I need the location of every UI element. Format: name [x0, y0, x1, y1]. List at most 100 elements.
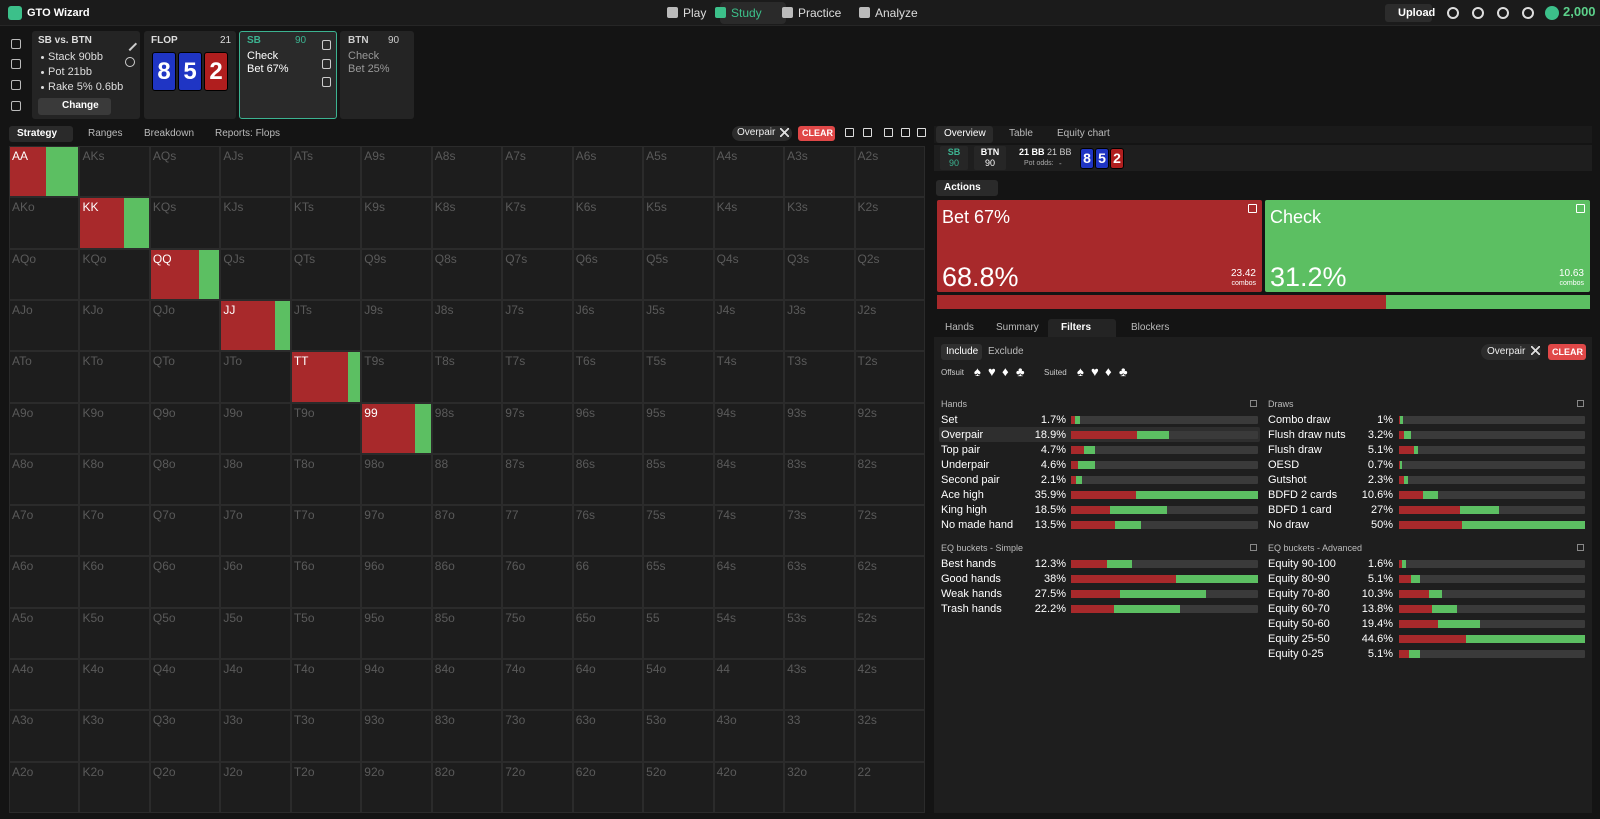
hand-cell[interactable]: [79, 505, 150, 557]
hand-cell[interactable]: [9, 402, 80, 454]
tool-icon[interactable]: [11, 59, 21, 69]
hand-cell[interactable]: [220, 453, 291, 506]
row-name[interactable]: BDFD 1 card: [1268, 504, 1332, 516]
hand-cell[interactable]: [290, 659, 362, 711]
row-name[interactable]: Set: [941, 414, 958, 426]
hand-cell[interactable]: [784, 453, 855, 506]
hand-cell[interactable]: [9, 146, 80, 198]
hand-cell[interactable]: [713, 505, 785, 557]
hand-cell[interactable]: [854, 710, 925, 762]
hand-cell[interactable]: [431, 146, 503, 198]
hand-cell[interactable]: [149, 761, 221, 813]
detail-tab[interactable]: Blockers: [1131, 322, 1170, 333]
hand-cell[interactable]: [784, 248, 855, 300]
hand-cell[interactable]: [431, 197, 503, 249]
hand-cell[interactable]: [502, 402, 573, 454]
hand-cell[interactable]: [361, 248, 432, 300]
node-icon[interactable]: [322, 59, 331, 69]
hand-cell[interactable]: [784, 505, 855, 557]
hand-cell[interactable]: [713, 248, 785, 300]
hand-cell[interactable]: [149, 248, 221, 300]
hand-cell[interactable]: [431, 505, 503, 557]
hand-cell[interactable]: [502, 607, 573, 660]
row-name[interactable]: Ace high: [941, 489, 984, 501]
detail-tab[interactable]: Summary: [996, 322, 1039, 333]
header-icon[interactable]: [1472, 7, 1484, 19]
hand-cell[interactable]: [79, 146, 150, 198]
change-btn[interactable]: [38, 98, 111, 115]
hand-cell[interactable]: [149, 453, 221, 506]
hand-cell[interactable]: [361, 299, 432, 352]
nav-item[interactable]: Play: [683, 6, 707, 20]
suit-suited[interactable]: ♥: [1091, 364, 1098, 379]
hand-cell[interactable]: [290, 197, 362, 249]
hand-cell[interactable]: [149, 351, 221, 403]
hand-cell[interactable]: [854, 453, 925, 506]
row-name[interactable]: Weak hands: [941, 588, 1002, 600]
hand-cell[interactable]: [220, 761, 291, 813]
hand-cell[interactable]: [431, 299, 503, 352]
hand-cell[interactable]: [79, 710, 150, 762]
hand-cell[interactable]: [431, 248, 503, 300]
hand-cell[interactable]: [713, 402, 785, 454]
view-icon[interactable]: [884, 128, 893, 137]
suit-offsuit[interactable]: ♣: [1016, 364, 1025, 379]
hand-cell[interactable]: [9, 710, 80, 762]
hand-cell[interactable]: [572, 607, 644, 660]
hand-cell[interactable]: [431, 659, 503, 711]
hand-cell[interactable]: [361, 402, 432, 454]
hand-cell[interactable]: [572, 402, 644, 454]
hand-cell[interactable]: [784, 556, 855, 608]
header-icon[interactable]: [1447, 7, 1459, 19]
hand-cell[interactable]: [9, 351, 80, 403]
hand-cell[interactable]: [9, 556, 80, 608]
hand-cell[interactable]: [572, 453, 644, 506]
hand-cell[interactable]: [854, 146, 925, 198]
hand-cell[interactable]: [854, 761, 925, 813]
suit-offsuit[interactable]: ♦: [1002, 364, 1009, 379]
hand-cell[interactable]: [502, 505, 573, 557]
hand-cell[interactable]: [643, 710, 714, 762]
row-name[interactable]: BDFD 2 cards: [1268, 489, 1338, 501]
hand-cell[interactable]: [220, 710, 291, 762]
left-tab[interactable]: Strategy: [17, 128, 58, 139]
hand-cell[interactable]: [290, 505, 362, 557]
row-name[interactable]: Equity 0-25: [1268, 648, 1324, 660]
hand-cell[interactable]: [290, 299, 362, 352]
hand-cell[interactable]: [784, 351, 855, 403]
hand-cell[interactable]: [854, 505, 925, 557]
hand-cell[interactable]: [502, 556, 573, 608]
upload-btn[interactable]: [1385, 4, 1432, 22]
hand-cell[interactable]: [854, 351, 925, 403]
hand-cell[interactable]: [502, 659, 573, 711]
node-panel[interactable]: [340, 31, 414, 119]
hand-cell[interactable]: [854, 402, 925, 454]
detail-clear[interactable]: [1548, 344, 1586, 360]
hand-cell[interactable]: [290, 146, 362, 198]
hand-cell[interactable]: [79, 197, 150, 249]
hand-cell[interactable]: [572, 710, 644, 762]
hand-cell[interactable]: [9, 197, 80, 249]
hand-cell[interactable]: [149, 710, 221, 762]
hand-cell[interactable]: [784, 659, 855, 711]
hand-cell[interactable]: [643, 146, 714, 198]
hand-cell[interactable]: [290, 453, 362, 506]
view-icon[interactable]: [917, 128, 926, 137]
hand-cell[interactable]: [854, 556, 925, 608]
row-name[interactable]: OESD: [1268, 459, 1300, 471]
hand-cell[interactable]: [643, 607, 714, 660]
view-icon[interactable]: [845, 128, 854, 137]
suit-suited[interactable]: ♠: [1077, 364, 1084, 379]
hand-cell[interactable]: [502, 248, 573, 300]
hand-cell[interactable]: [572, 351, 644, 403]
hand-cell[interactable]: [290, 248, 362, 300]
row-name[interactable]: Flush draw nuts: [1268, 429, 1346, 441]
hand-cell[interactable]: [79, 402, 150, 454]
hand-cell[interactable]: [9, 248, 80, 300]
hand-cell[interactable]: [784, 402, 855, 454]
suit-offsuit[interactable]: ♠: [974, 364, 981, 379]
row-name[interactable]: Overpair: [941, 429, 984, 441]
row-name[interactable]: Equity 50-60: [1268, 618, 1330, 630]
hand-cell[interactable]: [713, 710, 785, 762]
hand-cell[interactable]: [784, 607, 855, 660]
